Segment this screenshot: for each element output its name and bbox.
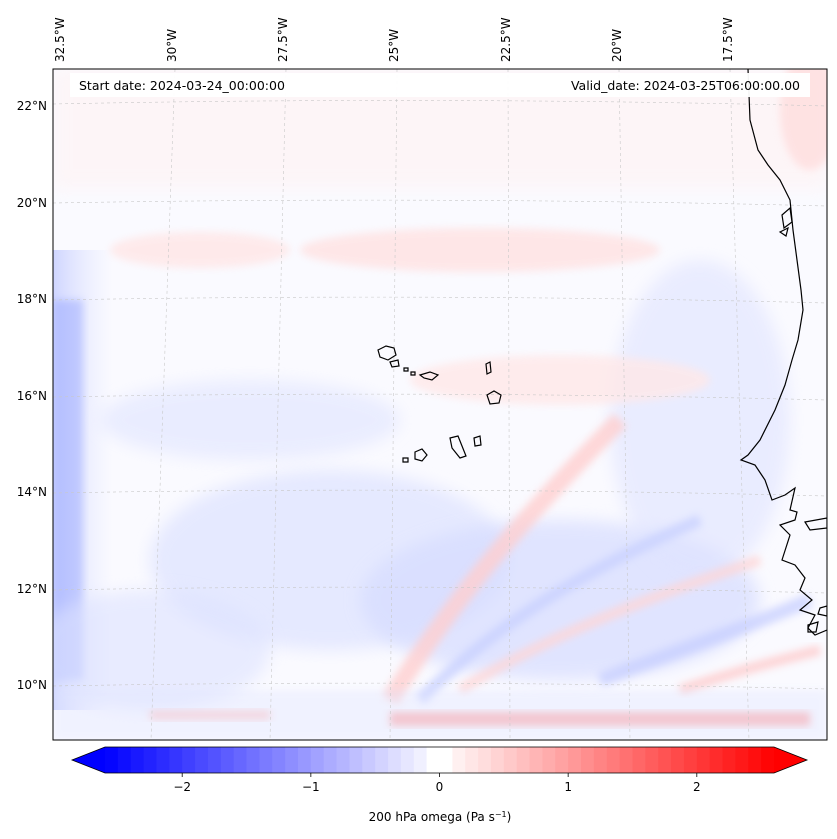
colorbar-cell [195,747,209,773]
colorbar-cell [490,747,505,773]
island-brava [402,457,409,463]
lon-label: 17.5°W [721,17,735,62]
colorbar-cell [709,747,724,773]
colorbar-cell [169,747,183,773]
colorbar-tick-label: 1 [564,780,572,794]
gridlines [53,69,827,740]
colorbar-cell [452,747,466,773]
colorbar-cell [645,747,659,773]
lon-label: 32.5°W [53,17,67,62]
island-sao-nicolau [418,371,440,381]
lat-label: 22°N [17,99,47,113]
lon-label: 27.5°W [276,17,290,62]
colorbar-cell [105,747,119,773]
colorbar-tick-label: −2 [173,780,191,794]
lat-label: 12°N [17,582,47,596]
colorbar-cell [619,747,633,773]
colorbar-cell [143,747,157,773]
lon-label: 22.5°W [499,17,513,62]
lat-label: 10°N [17,678,47,692]
colorbar-cell [426,747,440,773]
colorbar-cell [465,747,479,773]
colorbar-outline [70,746,809,774]
colorbar-cell [761,747,775,773]
colorbar-cell [272,747,286,773]
colorbar-cell [233,747,248,773]
latitude-labels: 22°N 20°N 18°N 16°N 14°N 12°N 10°N [17,99,47,692]
colorbar-cell [683,747,698,773]
island-maio [473,435,482,447]
colorbar-cell [696,747,711,773]
lat-label: 14°N [17,485,47,499]
colorbar-cell [542,747,556,773]
colorbar-cell [606,747,621,773]
colorbar-cell [246,747,260,773]
colorbar-cell [735,747,749,773]
island-boa-vista [486,390,502,405]
colorbar-cell [297,747,312,773]
valid-date-label: Valid_date: 2024-03-25T06:00:00.00 [571,78,800,93]
colorbar-cell [349,747,363,773]
island-sal [485,361,492,375]
colorbar-extend-high [774,747,807,773]
omega-field [53,69,827,740]
colorbar-label: 200 hPa omega (Pa s−1) [369,810,512,825]
lat-label: 16°N [17,389,47,403]
coastlines [377,69,827,636]
colorbar-cell [593,747,608,773]
lon-label: 20°W [610,29,624,62]
colorbar-cell [671,747,685,773]
island-santo-antao [377,345,397,361]
colorbar-cell [413,747,428,773]
colorbar-cell [220,747,235,773]
colorbar: −2 −1 0 1 2 200 hPa omega (Pa s−1) [70,746,809,825]
colorbar-cell [362,747,376,773]
colorbar-cell [581,747,595,773]
colorbar-cell [478,747,492,773]
island-fogo [414,448,428,462]
colorbar-cell [400,747,415,773]
colorbar-cell [323,747,338,773]
colorbar-cell [555,747,569,773]
colorbar-ticks: −2 −1 0 1 2 [173,773,701,794]
colorbar-tick-label: 0 [436,780,444,794]
colorbar-cell [388,747,402,773]
lat-label: 20°N [17,196,47,210]
colorbar-cell [130,747,145,773]
colorbar-cell [568,747,582,773]
colorbar-extend-low [72,747,105,773]
colorbar-cell [336,747,350,773]
colorbar-cell [658,747,672,773]
colorbar-cell [529,747,543,773]
colorbar-cell [182,747,196,773]
colorbar-cell [207,747,222,773]
colorbar-tick-label: 2 [693,780,701,794]
colorbar-cell [439,747,453,773]
colorbar-cell [748,747,762,773]
lat-label: 18°N [17,292,47,306]
lon-label: 30°W [165,29,179,62]
colorbar-cell [722,747,736,773]
colorbar-cells [105,747,775,773]
colorbar-cell [503,747,518,773]
colorbar-cell [117,747,132,773]
start-date-label: Start date: 2024-03-24_00:00:00 [79,78,285,93]
colorbar-cell [310,747,325,773]
lon-label: 25°W [387,29,401,62]
map-frame [52,68,828,741]
longitude-labels: 32.5°W 30°W 27.5°W 25°W 22.5°W 20°W 17.5… [53,17,735,62]
header-box [70,73,810,97]
africa-coastline [739,69,827,636]
colorbar-cell [285,747,299,773]
island-santiago [449,435,467,459]
colorbar-cell [375,747,389,773]
colorbar-tick-label: −1 [302,780,320,794]
island-sao-vicente [389,359,400,368]
colorbar-cell [259,747,273,773]
colorbar-cell [516,747,531,773]
colorbar-cell [156,747,170,773]
colorbar-cell [632,747,646,773]
